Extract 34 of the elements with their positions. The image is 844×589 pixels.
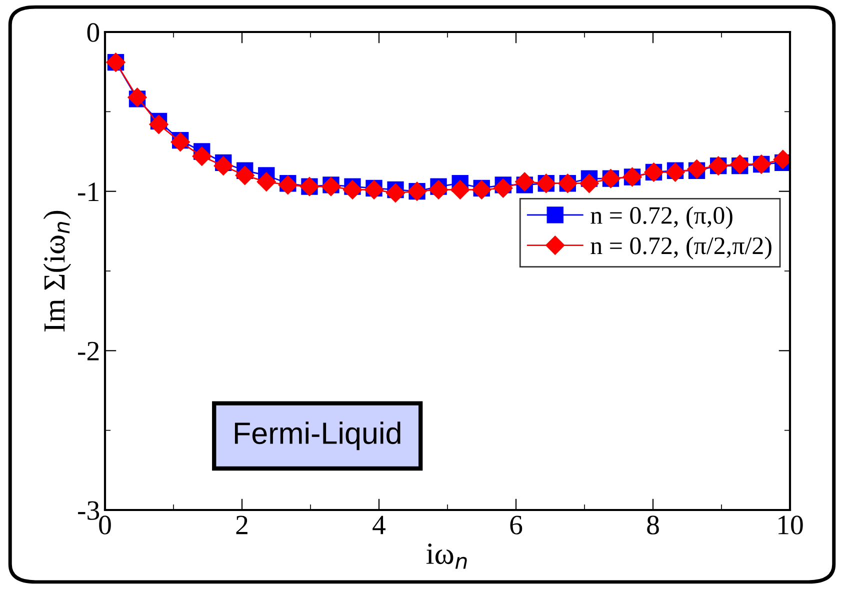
y-tick-label: 0 [87, 23, 100, 42]
x-tick-label: 0 [99, 516, 111, 534]
point [321, 177, 341, 196]
point [580, 174, 599, 193]
x-tick-label: 4 [372, 516, 386, 534]
point [342, 180, 362, 200]
point [128, 88, 147, 107]
x-tick-label: 8 [647, 516, 659, 534]
x-axis-title: iω$_{n}$ [426, 544, 467, 569]
point [687, 159, 706, 179]
y-tick-label: -3 [78, 501, 100, 520]
y-tick-label: -1 [78, 182, 98, 201]
point [450, 180, 470, 200]
x-tick-label: 2 [236, 516, 248, 534]
y-axis-title: Im Σ(iω$_{n}$) [43, 210, 72, 332]
legend-label: n = 0.72, (π/2,π/2) [590, 236, 772, 260]
point [235, 166, 254, 185]
point [256, 172, 276, 192]
point [192, 146, 212, 166]
point [472, 180, 492, 200]
annotation: Fermi-Liquid [234, 422, 400, 450]
point [515, 172, 534, 192]
y-tick-label: -2 [78, 342, 99, 360]
point [386, 183, 406, 202]
point [666, 162, 685, 182]
point [214, 156, 233, 176]
x-tick-label: 10 [778, 516, 803, 534]
point [149, 114, 168, 134]
point [730, 154, 750, 174]
point [364, 180, 384, 200]
point [494, 178, 513, 198]
point [428, 180, 448, 200]
legend-label: n = 0.72, (π,0) [590, 206, 732, 230]
x-tick-label: 6 [510, 516, 522, 534]
